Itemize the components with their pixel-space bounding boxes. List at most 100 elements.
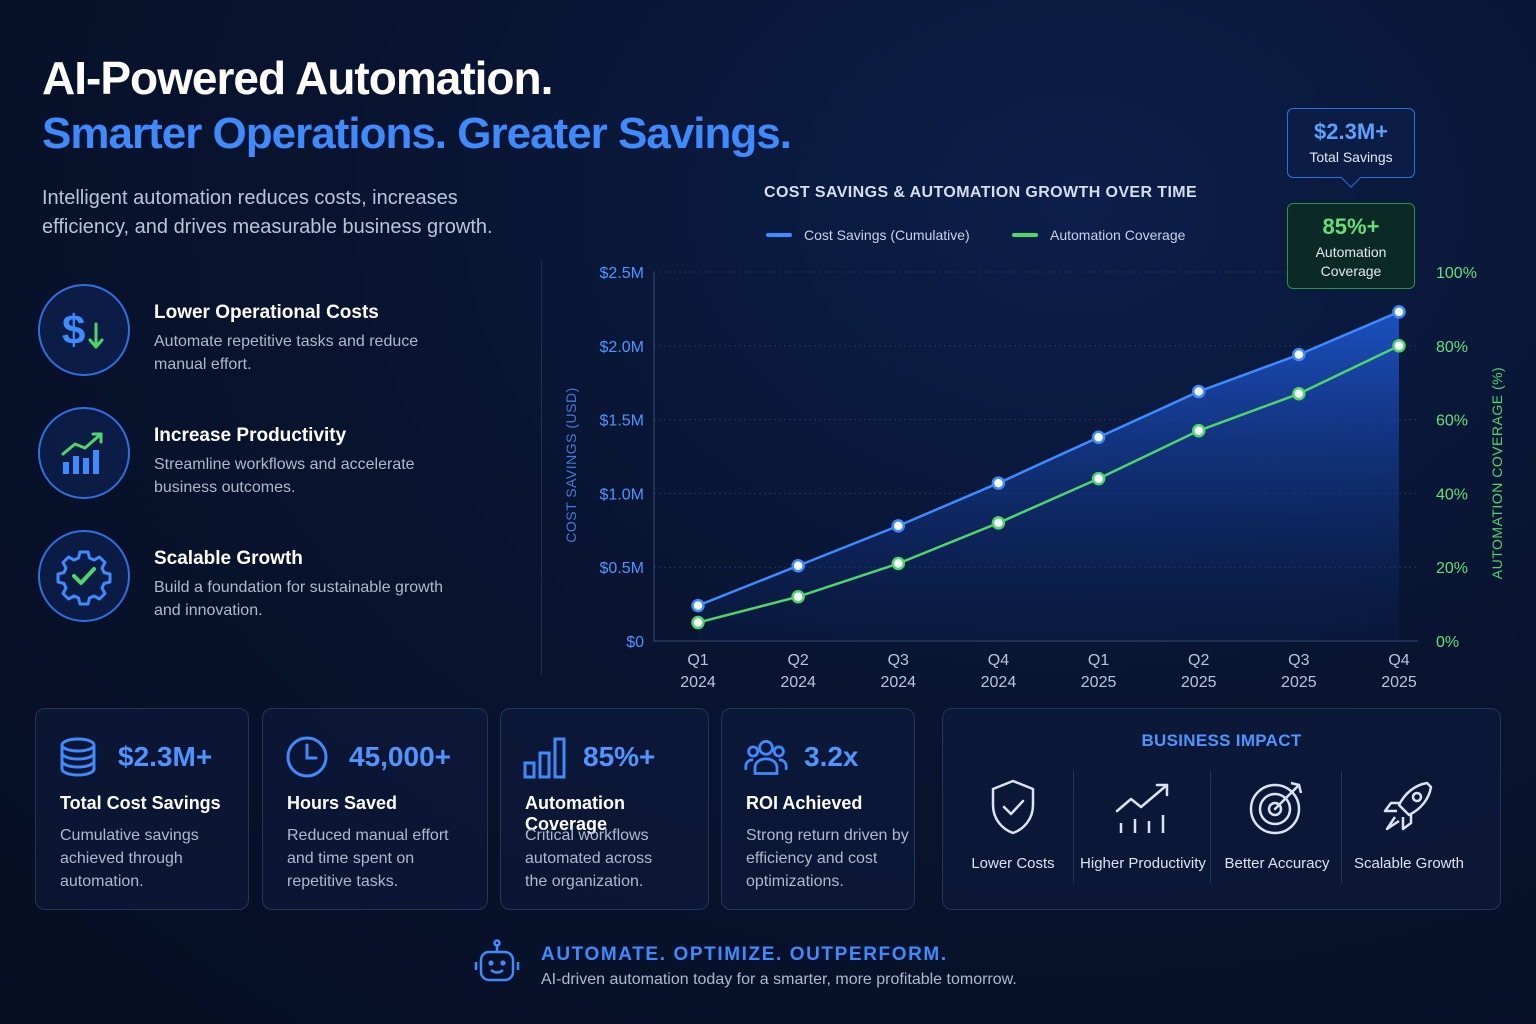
stat-description: Cumulative savings achieved through auto… <box>60 824 199 893</box>
stat-description-line: optimizations. <box>746 873 844 890</box>
cost-savings-point <box>1091 430 1106 445</box>
legend-label: Automation Coverage <box>1050 227 1186 243</box>
dollar-down-icon: $ <box>38 284 130 376</box>
x-tick-label: Q1 <box>1088 652 1109 669</box>
stat-description-line: Critical workflows <box>525 827 649 844</box>
stat-card-roi: 3.2x ROI Achieved Strong return driven b… <box>721 708 915 910</box>
clock-icon <box>286 736 328 778</box>
automation-coverage-point <box>1191 423 1206 438</box>
legend-item-cost-savings: Cost Savings (Cumulative) <box>766 227 970 243</box>
impact-label: Better Accuracy <box>1224 855 1330 872</box>
section-divider <box>541 260 542 676</box>
legend-label: Cost Savings (Cumulative) <box>804 227 970 243</box>
y2-tick-label: 80% <box>1436 339 1468 356</box>
automation-coverage-point <box>1091 471 1106 486</box>
callout-value: $2.3M+ <box>1314 119 1388 144</box>
legend-swatch <box>766 233 792 237</box>
headline: AI-Powered Automation. Smarter Operation… <box>42 52 792 160</box>
stat-value: 3.2x <box>804 741 859 772</box>
y-tick-label: $2.0M <box>600 339 644 356</box>
stat-label: Automation Coverage <box>525 793 625 834</box>
stat-description-line: repetitive tasks. <box>287 873 399 890</box>
feature-productivity: Increase Productivity Streamline workflo… <box>38 407 478 503</box>
intro-text: Intelligent automation reduces costs, in… <box>42 187 493 238</box>
legend-swatch <box>1012 233 1038 237</box>
legend-item-coverage: Automation Coverage <box>1012 227 1185 243</box>
feature-lower-costs: $ Lower Operational Costs Automate repet… <box>38 284 478 380</box>
feature-description: Build a foundation for sustainable growt… <box>154 579 444 619</box>
callout-pointer <box>1341 168 1361 188</box>
y2-tick-label: 60% <box>1436 413 1468 430</box>
impact-item-accuracy: Better Accuracy <box>1215 769 1339 887</box>
robot-icon <box>474 939 520 982</box>
chart-title: COST SAVINGS & AUTOMATION GROWTH OVER TI… <box>764 184 1198 201</box>
impact-label: Higher Productivity <box>1080 855 1206 872</box>
business-impact-title: BUSINESS IMPACT <box>1141 731 1302 750</box>
cost-savings-point <box>991 476 1006 490</box>
impact-label: Scalable Growth <box>1353 855 1465 872</box>
cost-savings-point <box>691 598 705 613</box>
impact-divider <box>1073 771 1074 883</box>
x-tick-label: Q1 <box>687 652 708 669</box>
stat-label: Hours Saved <box>287 793 398 813</box>
x-tick-label: Q2 <box>787 652 808 669</box>
impact-item-lower-costs: Lower Costs <box>953 769 1073 887</box>
feature-description: Streamline workflows and accelerate busi… <box>154 456 415 496</box>
total-savings-callout: $2.3M+ Total Savings <box>1287 108 1415 188</box>
callout-label: Automation Coverage <box>1315 244 1387 279</box>
impact-divider <box>1210 771 1211 883</box>
x-tick-label: Q2 <box>1188 652 1209 669</box>
y-tick-label: $1.5M <box>600 413 644 430</box>
automation-coverage-point <box>791 589 805 604</box>
automation-coverage-point <box>691 615 705 630</box>
y-tick-label: $1.0M <box>600 486 644 503</box>
headline-secondary: Smarter Operations. Greater Savings. <box>42 109 792 158</box>
automation-coverage-point <box>891 556 906 571</box>
shield-check-icon <box>991 779 1035 835</box>
stat-label: ROI Achieved <box>746 793 863 813</box>
footer-tagline: AUTOMATE. OPTIMIZE. OUTPERFORM. <box>541 944 948 965</box>
x-tick-label: Q3 <box>1288 652 1309 669</box>
automation-coverage-point <box>1292 387 1306 401</box>
x-tick-label: 2025 <box>1281 674 1317 691</box>
stat-value: $2.3M+ <box>118 741 213 772</box>
impact-item-scalable-growth: Scalable Growth <box>1347 769 1471 887</box>
stat-description-line: achieved through <box>60 850 183 867</box>
impact-divider <box>1341 771 1342 883</box>
cost-savings-area <box>698 311 1399 641</box>
business-impact-panel: BUSINESS IMPACT Lower Costs Higher Produ… <box>942 708 1501 910</box>
stat-card-total-savings: $2.3M+ Total Cost Savings Cumulative sav… <box>35 708 249 910</box>
feature-scalable-growth: Scalable Growth Build a foundation for s… <box>38 530 478 626</box>
x-tick-label: 2024 <box>680 674 716 691</box>
stat-description: Strong return driven by efficiency and c… <box>746 824 909 893</box>
y2-tick-label: 40% <box>1436 486 1468 503</box>
x-tick-label: 2024 <box>780 674 816 691</box>
feature-title: Scalable Growth <box>154 548 303 569</box>
trend-up-icon <box>1115 783 1169 833</box>
stat-description-line: automated across <box>525 850 653 867</box>
cost-savings-point <box>891 519 906 533</box>
cost-savings-point <box>1392 305 1406 319</box>
stat-value: 45,000+ <box>349 741 451 772</box>
cost-savings-point <box>791 558 805 573</box>
stat-label: Total Cost Savings <box>60 793 221 813</box>
x-tick-label: 2025 <box>1081 674 1117 691</box>
y-tick-label: $2.5M <box>600 265 644 282</box>
automation-coverage-point <box>1392 339 1406 353</box>
x-tick-label: 2025 <box>1381 674 1417 691</box>
target-icon <box>1249 781 1303 835</box>
stat-description-line: Reduced manual effort <box>287 827 449 844</box>
stat-card-automation-coverage: 85%+ Automation Coverage Critical workfl… <box>500 708 709 910</box>
growth-chart-icon <box>38 407 130 499</box>
stat-description-line: the organization. <box>525 873 644 890</box>
callout-label: Total Savings <box>1309 149 1393 165</box>
automation-coverage-line <box>697 344 1400 624</box>
y2-tick-label: 20% <box>1436 560 1468 577</box>
database-icon <box>60 737 96 777</box>
svg-text:$: $ <box>62 306 85 353</box>
impact-item-productivity: Higher Productivity <box>1077 769 1209 887</box>
x-tick-label: Q4 <box>988 652 1009 669</box>
feature-description: Automate repetitive tasks and reduce man… <box>154 333 419 373</box>
cost-savings-point <box>1292 347 1306 362</box>
automation-coverage-callout: 85%+ Automation Coverage <box>1287 203 1415 289</box>
